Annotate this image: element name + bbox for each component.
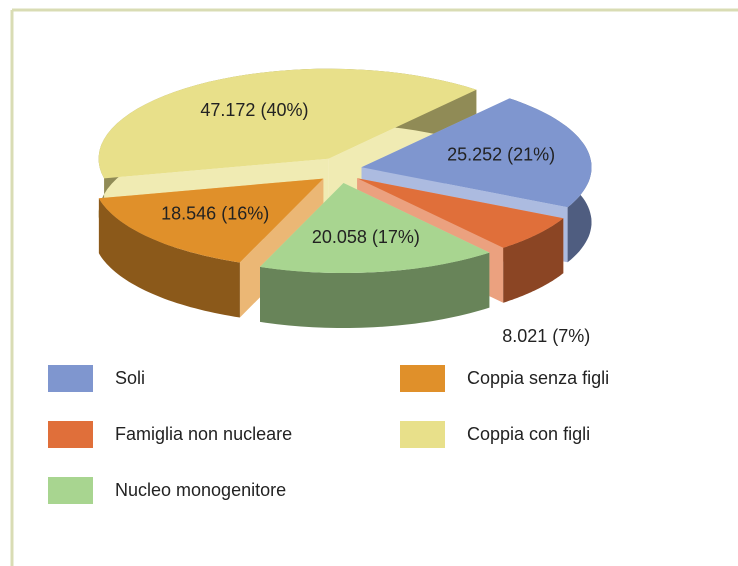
- legend-label: Coppia senza figli: [467, 368, 609, 388]
- slice-side-outer: [503, 218, 564, 303]
- slice-side-outer: [98, 198, 240, 318]
- data-label: 8.021 (7%): [502, 326, 590, 346]
- slice-top: [98, 68, 477, 179]
- data-label: 47.172 (40%): [200, 100, 308, 120]
- legend-label: Coppia con figli: [467, 424, 590, 444]
- slice-top: [357, 178, 564, 248]
- data-label: 25.252 (21%): [447, 145, 555, 165]
- legend-swatch: [48, 365, 93, 392]
- legend-swatch: [400, 421, 445, 448]
- slice-top: [98, 178, 324, 263]
- legend-label: Famiglia non nucleare: [115, 424, 292, 444]
- slice-top: [361, 98, 592, 208]
- legend-swatch: [48, 421, 93, 448]
- legend-label: Soli: [115, 368, 145, 388]
- slice-side-outer: [260, 252, 490, 328]
- pie-slice: [260, 183, 490, 328]
- slice-top: [260, 183, 490, 273]
- legend-label: Nucleo monogenitore: [115, 480, 286, 500]
- legend-swatch: [400, 365, 445, 392]
- data-label: 18.546 (16%): [161, 204, 269, 224]
- data-label: 20.058 (17%): [312, 227, 420, 247]
- legend-swatch: [48, 477, 93, 504]
